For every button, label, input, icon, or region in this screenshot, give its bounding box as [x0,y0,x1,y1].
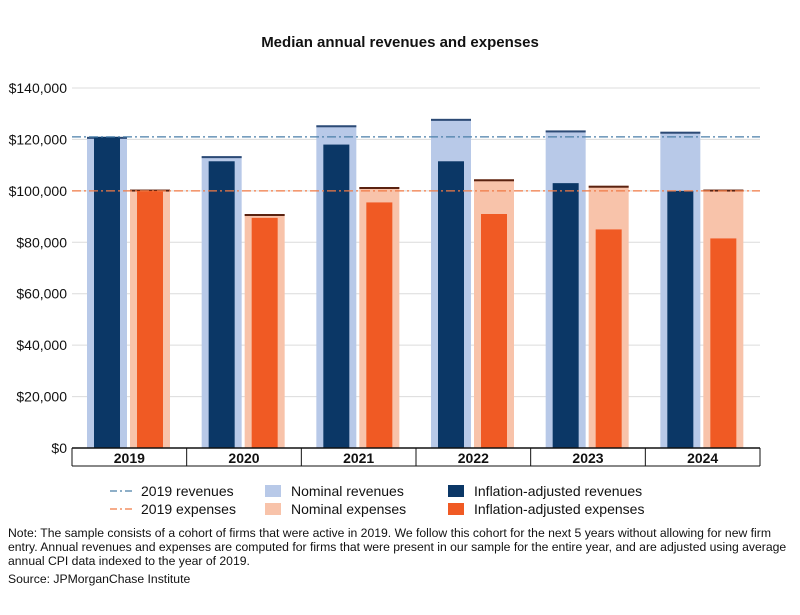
bar-cap-nominal-revenues-2024 [660,131,701,134]
x-tick-label: 2024 [687,450,718,466]
x-tick-label: 2021 [343,450,374,466]
y-tick-label: $60,000 [16,286,67,302]
y-tick-label: $40,000 [16,337,67,353]
legend-swatch-box [448,503,464,515]
grid-lines [72,87,760,398]
bar-inflation-adjusted-expenses-2021 [366,202,393,448]
legend-label: Inflation-adjusted revenues [474,483,642,499]
y-tick-label: $0 [51,440,67,456]
bar-inflation-adjusted-expenses-2020 [251,217,278,448]
legend-label: Nominal revenues [291,483,404,499]
bar-cap-nominal-expenses-2022 [474,179,514,182]
footnote: Note: The sample consists of a cohort of… [8,526,787,568]
legend-swatch-box [265,485,281,497]
revenues-expenses-chart: Median annual revenues and expenses $0 $2… [9,34,761,517]
legend-swatch-box [265,503,281,515]
bar-cap-nominal-revenues-2023 [545,130,586,133]
legend-label: 2019 revenues [141,483,234,499]
reference-lines [72,136,760,192]
x-tick-label: 2020 [228,450,259,466]
x-tick-label: 2023 [572,450,603,466]
bar-inflation-adjusted-expenses-2022 [481,214,507,448]
bar-cap-nominal-revenues-2021 [316,125,357,128]
y-tick-label: $100,000 [9,183,68,199]
source-text: Source: JPMorganChase Institute [8,572,191,586]
bar-cap-nominal-expenses-2020 [244,214,285,216]
bar-inflation-adjusted-revenues-2020 [208,161,235,449]
legend-label: Inflation-adjusted expenses [474,501,644,517]
legend-label: Nominal expenses [291,501,406,517]
bar-inflation-adjusted-expenses-2024 [710,238,737,448]
y-axis: $0 $20,000 $40,000 $60,000 $80,000 $100,000 $1… [9,80,68,456]
bar-inflation-adjusted-revenues-2022 [438,161,464,449]
bar-cap-nominal-expenses-2023 [588,185,629,188]
bar-inflation-adjusted-revenues-2024 [667,190,694,448]
legend: 2019 revenues Nominal revenues Inflation-a… [110,483,644,517]
x-tick-label: 2022 [458,450,489,466]
legend-label: 2019 expenses [141,501,236,517]
legend-swatch-box [448,485,464,497]
x-axis: 2019 2020 2021 2022 2023 2024 [71,447,761,467]
bar-cap-nominal-revenues-2022 [431,118,471,121]
y-tick-label: $80,000 [16,234,67,250]
x-tick-label: 2019 [114,450,145,466]
bar-inflation-adjusted-revenues-2019 [94,136,120,448]
bars [87,118,744,449]
bar-cap-nominal-expenses-2021 [359,187,400,189]
bar-inflation-adjusted-expenses-2019 [137,190,163,448]
y-tick-label: $120,000 [9,131,68,147]
bar-cap-nominal-expenses-2019 [130,189,170,192]
y-tick-label: $20,000 [16,389,67,405]
bar-inflation-adjusted-revenues-2021 [323,144,350,449]
bar-inflation-adjusted-expenses-2023 [595,229,622,448]
y-tick-label: $140,000 [9,80,68,96]
chart-title: Median annual revenues and expenses [261,34,539,51]
bar-inflation-adjusted-revenues-2023 [552,183,579,448]
bar-cap-nominal-revenues-2020 [201,156,242,159]
